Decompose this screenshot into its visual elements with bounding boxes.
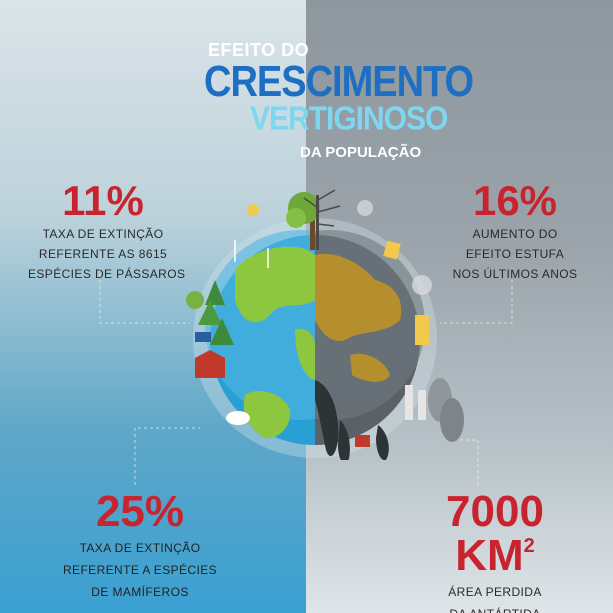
stat-desc-line: AUMENTO DO xyxy=(472,227,558,241)
stat-bird-extinction: 11% TAXA DE EXTINÇÃO REFERENTE AS 8615 E… xyxy=(28,177,186,282)
connector-mammals xyxy=(134,427,200,485)
connector-birds xyxy=(99,268,190,324)
stat-desc-line: ÁREA PERDIDA xyxy=(448,585,542,599)
stat-value-number: 7000 KM xyxy=(446,487,544,580)
stat-antarctica-loss: 7000 KM2 ÁREA PERDIDA DA ANTÁRTIDA xyxy=(405,490,585,613)
stat-value: 11% xyxy=(62,177,144,224)
stat-desc-line: REFERENTE A ESPÉCIES xyxy=(62,563,218,577)
stat-value: 25% xyxy=(95,487,185,536)
title-line-1: EFEITO DO xyxy=(208,40,310,60)
polluted-decorations xyxy=(303,189,464,447)
connector-antarctica xyxy=(455,439,479,485)
stat-desc-line: DA ANTÁRTIDA xyxy=(405,606,585,613)
stat-mammal-extinction: 25% TAXA DE EXTINÇÃO REFERENTE A ESPÉCIE… xyxy=(55,490,225,600)
title-line-4: DA POPULAÇÃO xyxy=(300,144,422,161)
stat-desc-line: NOS ÚLTIMOS ANOS xyxy=(452,267,578,281)
stat-value: 16% xyxy=(472,177,558,224)
connector-lines xyxy=(99,268,513,485)
stat-desc-line: EFEITO ESTUFA xyxy=(465,247,565,261)
stat-desc-line: TAXA DE EXTINÇÃO xyxy=(42,227,164,241)
stat-desc-line: DE MAMÍFEROS xyxy=(91,585,189,599)
polluted-hemisphere xyxy=(315,230,425,460)
connector-greenhouse xyxy=(440,268,513,324)
stat-desc-line: REFERENTE AS 8615 xyxy=(38,247,168,261)
title-line-3: VERTIGINOSO xyxy=(250,101,448,138)
stat-desc-line: TAXA DE EXTINÇÃO xyxy=(79,541,201,555)
stat-greenhouse-effect: 16% AUMENTO DO EFEITO ESTUFA NOS ÚLTIMOS… xyxy=(440,180,590,282)
healthy-hemisphere xyxy=(205,230,315,445)
healthy-decorations xyxy=(186,192,320,425)
stat-value: 7000 KM2 xyxy=(405,490,585,578)
title-line-2: CRESCIMENTO xyxy=(204,58,474,107)
stat-value-superscript: 2 xyxy=(523,535,535,557)
stat-desc-line: ESPÉCIES DE PÁSSAROS xyxy=(28,267,186,281)
